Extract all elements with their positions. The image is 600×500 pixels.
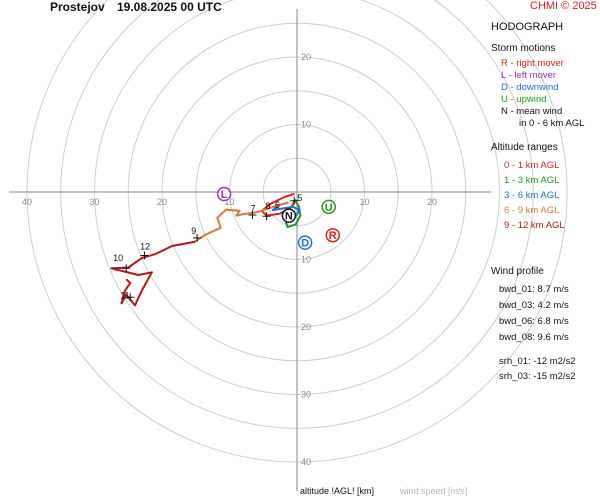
height-cross: [122, 264, 131, 273]
legend-title: HODOGRAPH: [491, 21, 564, 33]
height-label: 9: [191, 226, 196, 236]
speed-footer: wind speed [m/s]: [400, 486, 468, 496]
height-label: 10: [113, 253, 123, 263]
storm-item: L - left mover: [501, 70, 557, 81]
storm-markers: R L D U N: [216, 186, 341, 250]
height-label: 8: [265, 201, 270, 211]
storm-item: N - mean wind: [501, 106, 563, 117]
height-label: 11: [120, 291, 129, 301]
hodograph-segment: [110, 240, 196, 307]
height-label: 5: [297, 193, 302, 203]
x-tick-label: 20: [427, 197, 437, 207]
y-tick-label: 10: [301, 120, 311, 130]
altitude-item: 1 - 3 km AGL: [504, 175, 560, 186]
storm-marker-label: D: [301, 238, 309, 250]
storm-marker: U: [321, 199, 336, 215]
legend-panel: HODOGRAPH Storm motions R - right mover …: [491, 20, 599, 233]
y-tick-label: 10: [301, 255, 311, 265]
hodograph-trace: [110, 193, 302, 307]
height-cross: [290, 196, 299, 205]
altitude-footer: altitude !AGL! [km]: [300, 486, 375, 496]
storm-item: D - downwind: [501, 82, 559, 93]
altitude-item: 0 - 1 km AGL: [504, 160, 560, 171]
height-cross: [126, 293, 135, 302]
axis-ticks: 40 30 20 10 10 20 20 10 10 20 30 40: [22, 52, 437, 467]
height-cross: [262, 212, 271, 221]
x-tick-label: 10: [224, 197, 234, 207]
height-labels: 5 6 7 8 9 10 11 12: [113, 193, 302, 301]
hodograph-segment: [193, 201, 289, 243]
srh-item: srh_01: -12 m2/s2: [499, 356, 576, 367]
wind-item: bwd_06: 6.8 m/s: [499, 316, 569, 327]
y-tick-label: 20: [301, 52, 311, 62]
altitude-item: 3 - 6 km AGL: [504, 190, 560, 201]
x-tick-label: 10: [359, 197, 369, 207]
height-cross: [248, 210, 257, 219]
storm-note: in 0 - 6 km AGL: [519, 118, 585, 129]
storm-item: U - upwind: [501, 94, 547, 105]
storm-title: Storm motions: [491, 43, 556, 54]
y-tick-label: 20: [301, 322, 311, 332]
storm-marker: L: [216, 186, 232, 202]
x-tick-label: 30: [89, 197, 99, 207]
storm-marker-label: L: [221, 189, 228, 201]
storm-marker-label: U: [325, 202, 333, 214]
datetime: 19.08.2025 00 UTC: [117, 0, 222, 14]
x-tick-label: 20: [157, 197, 167, 207]
y-tick-label: 30: [301, 390, 311, 400]
height-cross: [140, 251, 149, 260]
storm-marker-label: R: [329, 230, 337, 242]
hodograph-segment: [285, 199, 302, 229]
storm-marker-label: N: [285, 211, 293, 223]
storm-item: R - right mover: [501, 58, 564, 69]
wind-item: bwd_03: 4.2 m/s: [499, 300, 569, 311]
altitude-item: 6 - 9 km AGL: [504, 205, 560, 216]
height-label: 7: [251, 204, 256, 214]
height-crosses: [122, 196, 299, 302]
wind-item: bwd_08: 9.6 m/s: [499, 332, 569, 343]
storm-marker: N: [281, 208, 297, 223]
credit: CHMI © 2025: [530, 0, 597, 12]
storm-marker: D: [297, 235, 313, 250]
altitude-item: 9 - 12 km AGL: [504, 220, 565, 231]
storm-marker: R: [325, 227, 341, 243]
height-label: 12: [140, 241, 150, 251]
wind-profile-panel: Wind profile bwd_01: 8.7 m/s bwd_03: 4.2…: [491, 265, 599, 384]
height-label: 6: [275, 200, 280, 210]
x-tick-label: 40: [22, 197, 32, 207]
wind-item: bwd_01: 8.7 m/s: [499, 284, 569, 295]
y-tick-label: 40: [301, 457, 311, 467]
srh-item: srh_03: -15 m2/s2: [499, 371, 576, 382]
height-cross: [193, 233, 202, 242]
altitude-title: Altitude ranges: [491, 142, 558, 153]
wind-title: Wind profile: [491, 266, 544, 277]
station-name: Prostejov: [50, 0, 105, 14]
